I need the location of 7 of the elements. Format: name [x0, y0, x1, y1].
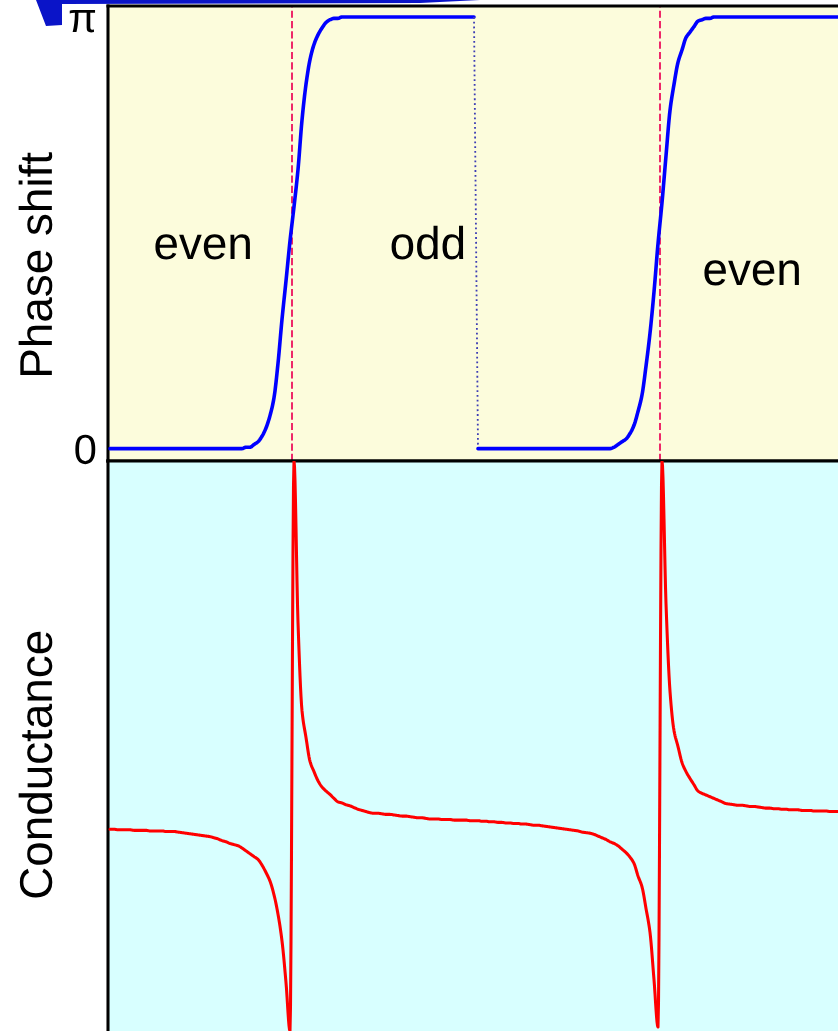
annotation: odd	[391, 225, 464, 260]
annotation: even	[155, 234, 250, 260]
y-axis-title: Phase shift	[18, 152, 53, 375]
y-tick-label: π	[69, 10, 96, 33]
y-tick-label: 0	[75, 434, 96, 465]
y-axis-title: Conductance	[18, 631, 53, 898]
annotation: even	[704, 260, 799, 286]
